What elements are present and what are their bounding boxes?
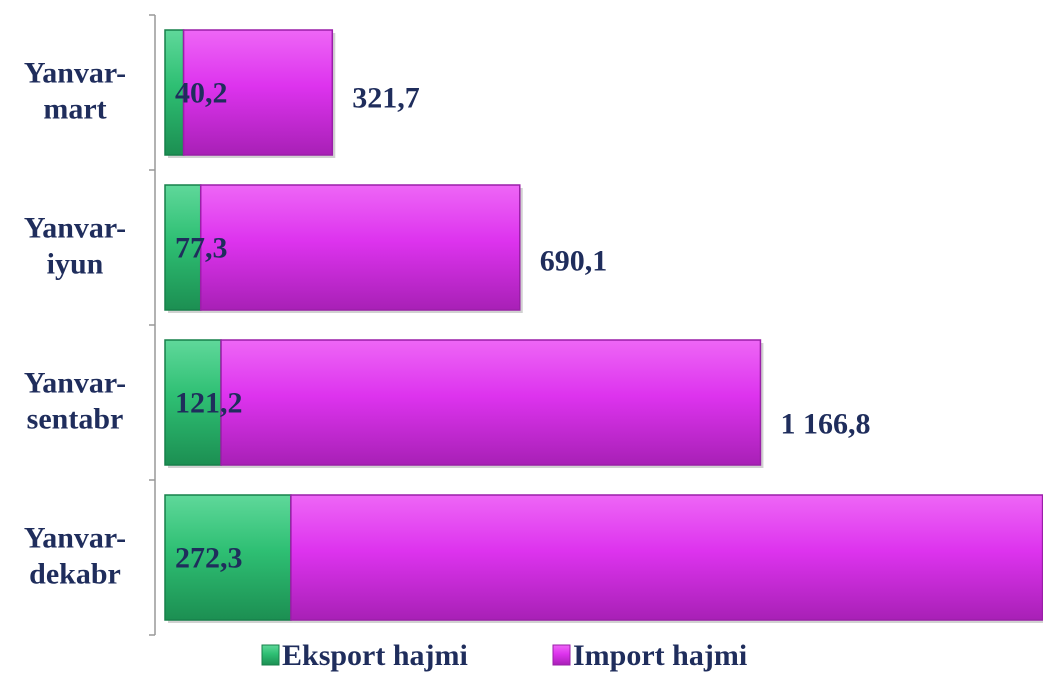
- legend-swatch-import: [552, 644, 571, 666]
- data-label-import-1: 321,7: [352, 82, 420, 115]
- legend: Eksport hajmi Import hajmi: [261, 639, 747, 672]
- legend-label-eksport: Eksport hajmi: [282, 639, 468, 672]
- bars: [164, 29, 1043, 623]
- data-label-eksport-3: 121,2: [175, 387, 243, 420]
- bar-eksport-4: [164, 494, 292, 621]
- data-label-import-3: 1 166,8: [780, 408, 870, 441]
- category-label-2: Yanvar-iyun: [24, 212, 126, 281]
- category-label-3: Yanvar-sentabr: [24, 367, 126, 436]
- data-label-import-2: 690,1: [540, 245, 608, 278]
- data-label-eksport-2: 77,3: [175, 232, 228, 265]
- legend-label-import: Import hajmi: [573, 639, 747, 672]
- legend-swatch-eksport: [261, 644, 280, 666]
- data-label-eksport-4: 272,3: [175, 542, 243, 575]
- data-label-eksport-1: 40,2: [175, 77, 228, 110]
- category-label-4: Yanvar-dekabr: [24, 522, 126, 591]
- category-label-1: Yanvar-mart: [24, 57, 126, 126]
- bar-import-4: [290, 494, 1043, 621]
- category-labels: Yanvar-mart Yanvar-iyun Yanvar-sentabr Yanv…: [24, 57, 126, 591]
- bar-import-1: [182, 29, 334, 156]
- bar-import-2: [199, 184, 521, 311]
- category-axis: [149, 14, 156, 636]
- bar-import-3: [220, 339, 762, 466]
